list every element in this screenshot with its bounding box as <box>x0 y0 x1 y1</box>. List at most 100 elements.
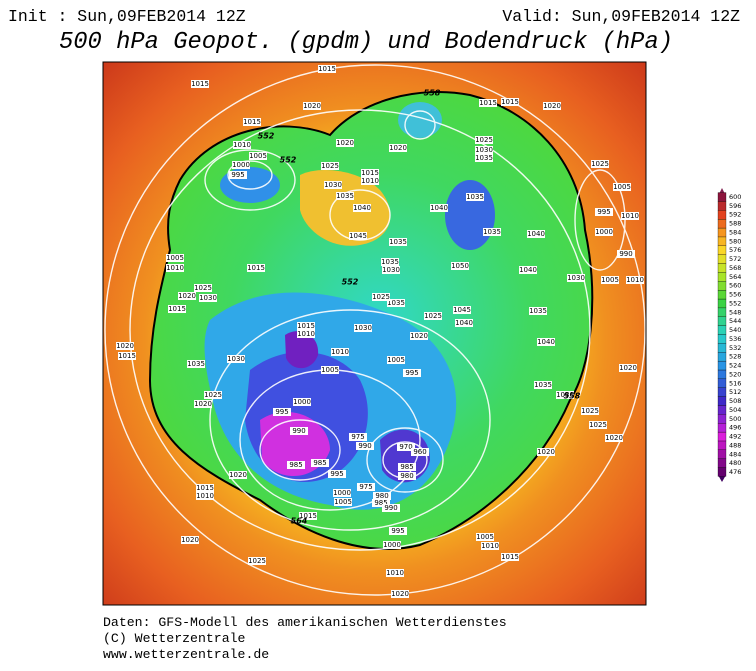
colorbar-swatch <box>717 467 727 477</box>
colorbar-swatch <box>717 414 727 424</box>
isobar-label: 1020 <box>194 400 212 408</box>
colorbar-swatch <box>717 263 727 273</box>
isobar-label: 1040 <box>527 230 545 238</box>
label-box <box>382 504 400 512</box>
colorbar-label: 524 <box>729 362 741 370</box>
colorbar-swatch <box>717 236 727 246</box>
isobar-label: 1005 <box>613 183 631 191</box>
isobar-label: 1020 <box>543 102 561 110</box>
label-box <box>116 342 134 350</box>
footer-copyright: (C) Wetterzentrale <box>103 631 246 646</box>
isobar-label: 985 <box>313 459 326 467</box>
label-box <box>361 169 379 177</box>
ridge <box>300 170 391 246</box>
isobar-label: 1005 <box>166 254 184 262</box>
label-box <box>595 228 613 236</box>
colorbar-label: 500 <box>729 415 741 423</box>
isobar-label: 1015 <box>196 484 214 492</box>
label-box <box>357 483 375 491</box>
isobar-label: 1035 <box>336 192 354 200</box>
label-box <box>581 407 599 415</box>
colorbar-swatch <box>717 192 727 202</box>
label-box <box>336 192 354 200</box>
isobar-label: 995 <box>391 527 404 535</box>
label-box <box>372 499 390 507</box>
colorbar-swatch <box>717 307 727 317</box>
isobar-label: 1020 <box>391 590 409 598</box>
isobar-label: 1005 <box>476 533 494 541</box>
label-box <box>537 448 555 456</box>
isobar-label: 1030 <box>324 181 342 189</box>
label-box <box>191 80 209 88</box>
isobar-label: 1035 <box>483 228 501 236</box>
colorbar-swatch <box>717 449 727 459</box>
label-box <box>605 434 623 442</box>
colorbar-label: 548 <box>729 308 741 316</box>
label-box <box>424 312 442 320</box>
label-box <box>619 364 637 372</box>
isobar-label: 1010 <box>621 212 639 220</box>
valid-time: Valid: Sun,09FEB2014 12Z <box>502 7 740 26</box>
label-box <box>331 348 349 356</box>
label-box <box>287 461 305 469</box>
low-center <box>445 180 495 250</box>
isobar-label: 1020 <box>389 144 407 152</box>
colorbar-swatch <box>717 227 727 238</box>
label-box <box>387 299 405 307</box>
isobar-label: 1030 <box>382 266 400 274</box>
label-box <box>361 177 379 185</box>
isobar-label: 1025 <box>248 557 266 565</box>
isobar-label: 985 <box>400 463 413 471</box>
isobar-label: 960 <box>413 448 426 456</box>
colorbar-label: 596 <box>729 202 741 210</box>
label-box <box>453 306 471 314</box>
isobar-label: 1000 <box>232 161 250 169</box>
label-box <box>626 276 644 284</box>
colorbar-label: 532 <box>729 344 741 352</box>
isobar-label: 1030 <box>199 294 217 302</box>
colorbar-label: 580 <box>729 237 741 245</box>
label-box <box>389 144 407 152</box>
label-box <box>403 369 421 377</box>
isobar-label: 1010 <box>626 276 644 284</box>
isobar-label: 1030 <box>227 355 245 363</box>
isobar-label: 1020 <box>229 471 247 479</box>
colorbar-swatch <box>717 210 727 220</box>
label-box <box>398 472 416 480</box>
isobar-label: 1025 <box>194 284 212 292</box>
label-box <box>336 139 354 147</box>
contour-label: 552 <box>280 156 297 165</box>
colorbar-label: 564 <box>729 273 741 281</box>
label-box <box>233 141 251 149</box>
isobar-label: 1040 <box>537 338 555 346</box>
label-box <box>334 498 352 506</box>
colorbar-swatch <box>717 360 727 371</box>
isobar-label: 1030 <box>556 391 574 399</box>
label-box <box>430 204 448 212</box>
colorbar-swatch <box>717 396 727 406</box>
label-box <box>455 319 473 327</box>
colorbar-swatch <box>717 201 727 211</box>
colorbar-label: 536 <box>729 335 741 343</box>
colorbar-swatch <box>717 431 727 442</box>
colorbar-swatch <box>717 281 727 291</box>
isobar-label: 995 <box>275 408 288 416</box>
label-box <box>324 181 342 189</box>
label-box <box>398 463 416 471</box>
label-box <box>397 443 415 451</box>
isobar-label: 1015 <box>243 118 261 126</box>
colorbar-label: 552 <box>729 299 741 307</box>
label-box <box>527 230 545 238</box>
isobar-label: 1020 <box>410 332 428 340</box>
label-box <box>356 442 374 450</box>
label-box <box>249 152 267 160</box>
label-box <box>387 356 405 364</box>
isobar-label: 1020 <box>181 536 199 544</box>
isobar-label: 1010 <box>386 569 404 577</box>
isobar-label: 995 <box>597 208 610 216</box>
colorbar-swatch <box>717 440 727 450</box>
label-box <box>381 258 399 266</box>
isobar-label: 1040 <box>455 319 473 327</box>
